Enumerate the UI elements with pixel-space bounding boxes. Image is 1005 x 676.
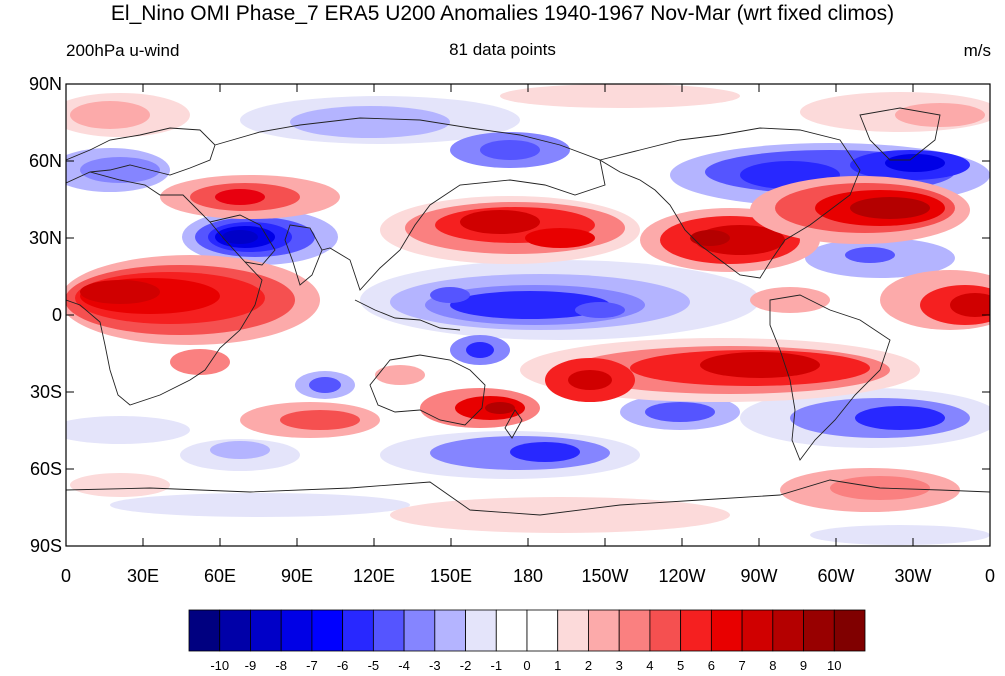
anomaly-field: [66, 84, 990, 546]
units-label: m/s: [963, 41, 991, 60]
colorbar-label: 10: [827, 658, 841, 673]
x-tick-label: 90W: [740, 566, 777, 586]
colorbar-box: [372, 609, 405, 652]
negative-anomalies: [66, 96, 990, 545]
x-tick-label: 0: [61, 566, 71, 586]
x-tick-label: 120W: [658, 566, 705, 586]
x-tick-label: 60E: [204, 566, 236, 586]
x-tick-label: 30W: [894, 566, 931, 586]
x-axis-labels: 0 30E 60E 90E 120E 150E 180 150W 120W 90W 60W 30W 0: [61, 566, 995, 586]
colorbar-box: [403, 609, 436, 652]
colorbar-box: [526, 609, 559, 652]
colorbar-label: -6: [337, 658, 349, 673]
y-tick-label: 60S: [30, 459, 62, 479]
colorbar-label: -1: [490, 658, 502, 673]
colorbar-label: 8: [769, 658, 776, 673]
colorbar-box: [649, 609, 682, 652]
data-points-label: 81 data points: [449, 40, 556, 59]
colorbar-box: [588, 609, 620, 652]
axis-ticks: [65, 83, 991, 547]
india-outline: [284, 224, 323, 286]
colorbar-box: [557, 609, 589, 652]
colorbar-label: 7: [738, 658, 745, 673]
colorbar-label: -5: [368, 658, 380, 673]
colorbar-label: -9: [245, 658, 257, 673]
colorbar-box: [311, 609, 344, 652]
colorbar-labels: -10 -9 -8 -7 -6 -5 -4 -3 -2 -1 0 1 2 3 4 5 6 7 8 9 10: [210, 658, 841, 673]
colorbar-label: -3: [429, 658, 441, 673]
colorbar-label: -2: [460, 658, 472, 673]
colorbar-box: [495, 609, 528, 652]
x-tick-label: 120E: [353, 566, 395, 586]
x-tick-label: 150E: [430, 566, 472, 586]
variable-label: 200hPa u-wind: [66, 41, 180, 60]
x-tick-label: 150W: [581, 566, 628, 586]
colorbar-label: -4: [398, 658, 410, 673]
arabia-outline: [209, 214, 276, 266]
colorbar-box: [280, 609, 313, 652]
colorbar-box: [741, 609, 774, 652]
y-tick-label: 30N: [29, 228, 62, 248]
colorbar-label: -7: [306, 658, 318, 673]
colorbar-box: [710, 609, 743, 652]
colorbar-box: [803, 609, 835, 652]
x-tick-label: 180: [513, 566, 543, 586]
colorbar-label: 0: [523, 658, 530, 673]
colorbar-box: [250, 609, 282, 652]
x-tick-label: 90E: [281, 566, 313, 586]
map-title: El_Nino OMI Phase_7 ERA5 U200 Anomalies …: [110, 2, 895, 25]
colorbar-box: [465, 609, 497, 652]
colorbar-label: 9: [800, 658, 807, 673]
colorbar: [188, 609, 866, 652]
coastlines: [66, 107, 990, 516]
y-tick-label: 60N: [29, 151, 62, 171]
colorbar-box: [680, 609, 712, 652]
colorbar-box: [342, 609, 374, 652]
x-tick-label: 60W: [817, 566, 854, 586]
australia-outline: [369, 354, 486, 426]
y-axis-labels: 90N 60N 30N 0 30S 60S 90S: [29, 74, 62, 556]
colorbar-box: [434, 609, 466, 652]
colorbar-label: 1: [554, 658, 561, 673]
africa-outline: [66, 171, 263, 406]
colorbar-label: 6: [708, 658, 715, 673]
y-tick-label: 90N: [29, 74, 62, 94]
indonesia-outline: [354, 299, 461, 331]
colorbar-label: 2: [585, 658, 592, 673]
asia-outline: [214, 117, 606, 291]
x-tick-label: 30E: [127, 566, 159, 586]
north-america-outline: [598, 127, 861, 279]
colorbar-box: [833, 609, 866, 652]
south-america-outline: [769, 294, 891, 461]
europe-outline: [66, 127, 216, 176]
colorbar-label: 3: [616, 658, 623, 673]
greenland-outline: [859, 107, 941, 161]
positive-anomalies: [66, 84, 990, 533]
colorbar-box: [772, 609, 804, 652]
colorbar-label: -10: [210, 658, 229, 673]
y-tick-label: 0: [52, 305, 62, 325]
y-tick-label: 30S: [30, 382, 62, 402]
antarctica-outline: [66, 479, 990, 516]
colorbar-box: [618, 609, 651, 652]
x-tick-label: 0: [985, 566, 995, 586]
colorbar-label: 5: [677, 658, 684, 673]
colorbar-label: 4: [646, 658, 653, 673]
colorbar-box: [188, 609, 221, 652]
colorbar-label: -8: [275, 658, 287, 673]
y-tick-label: 90S: [30, 536, 62, 556]
new-zealand-outline: [504, 409, 523, 439]
colorbar-box: [219, 609, 251, 652]
